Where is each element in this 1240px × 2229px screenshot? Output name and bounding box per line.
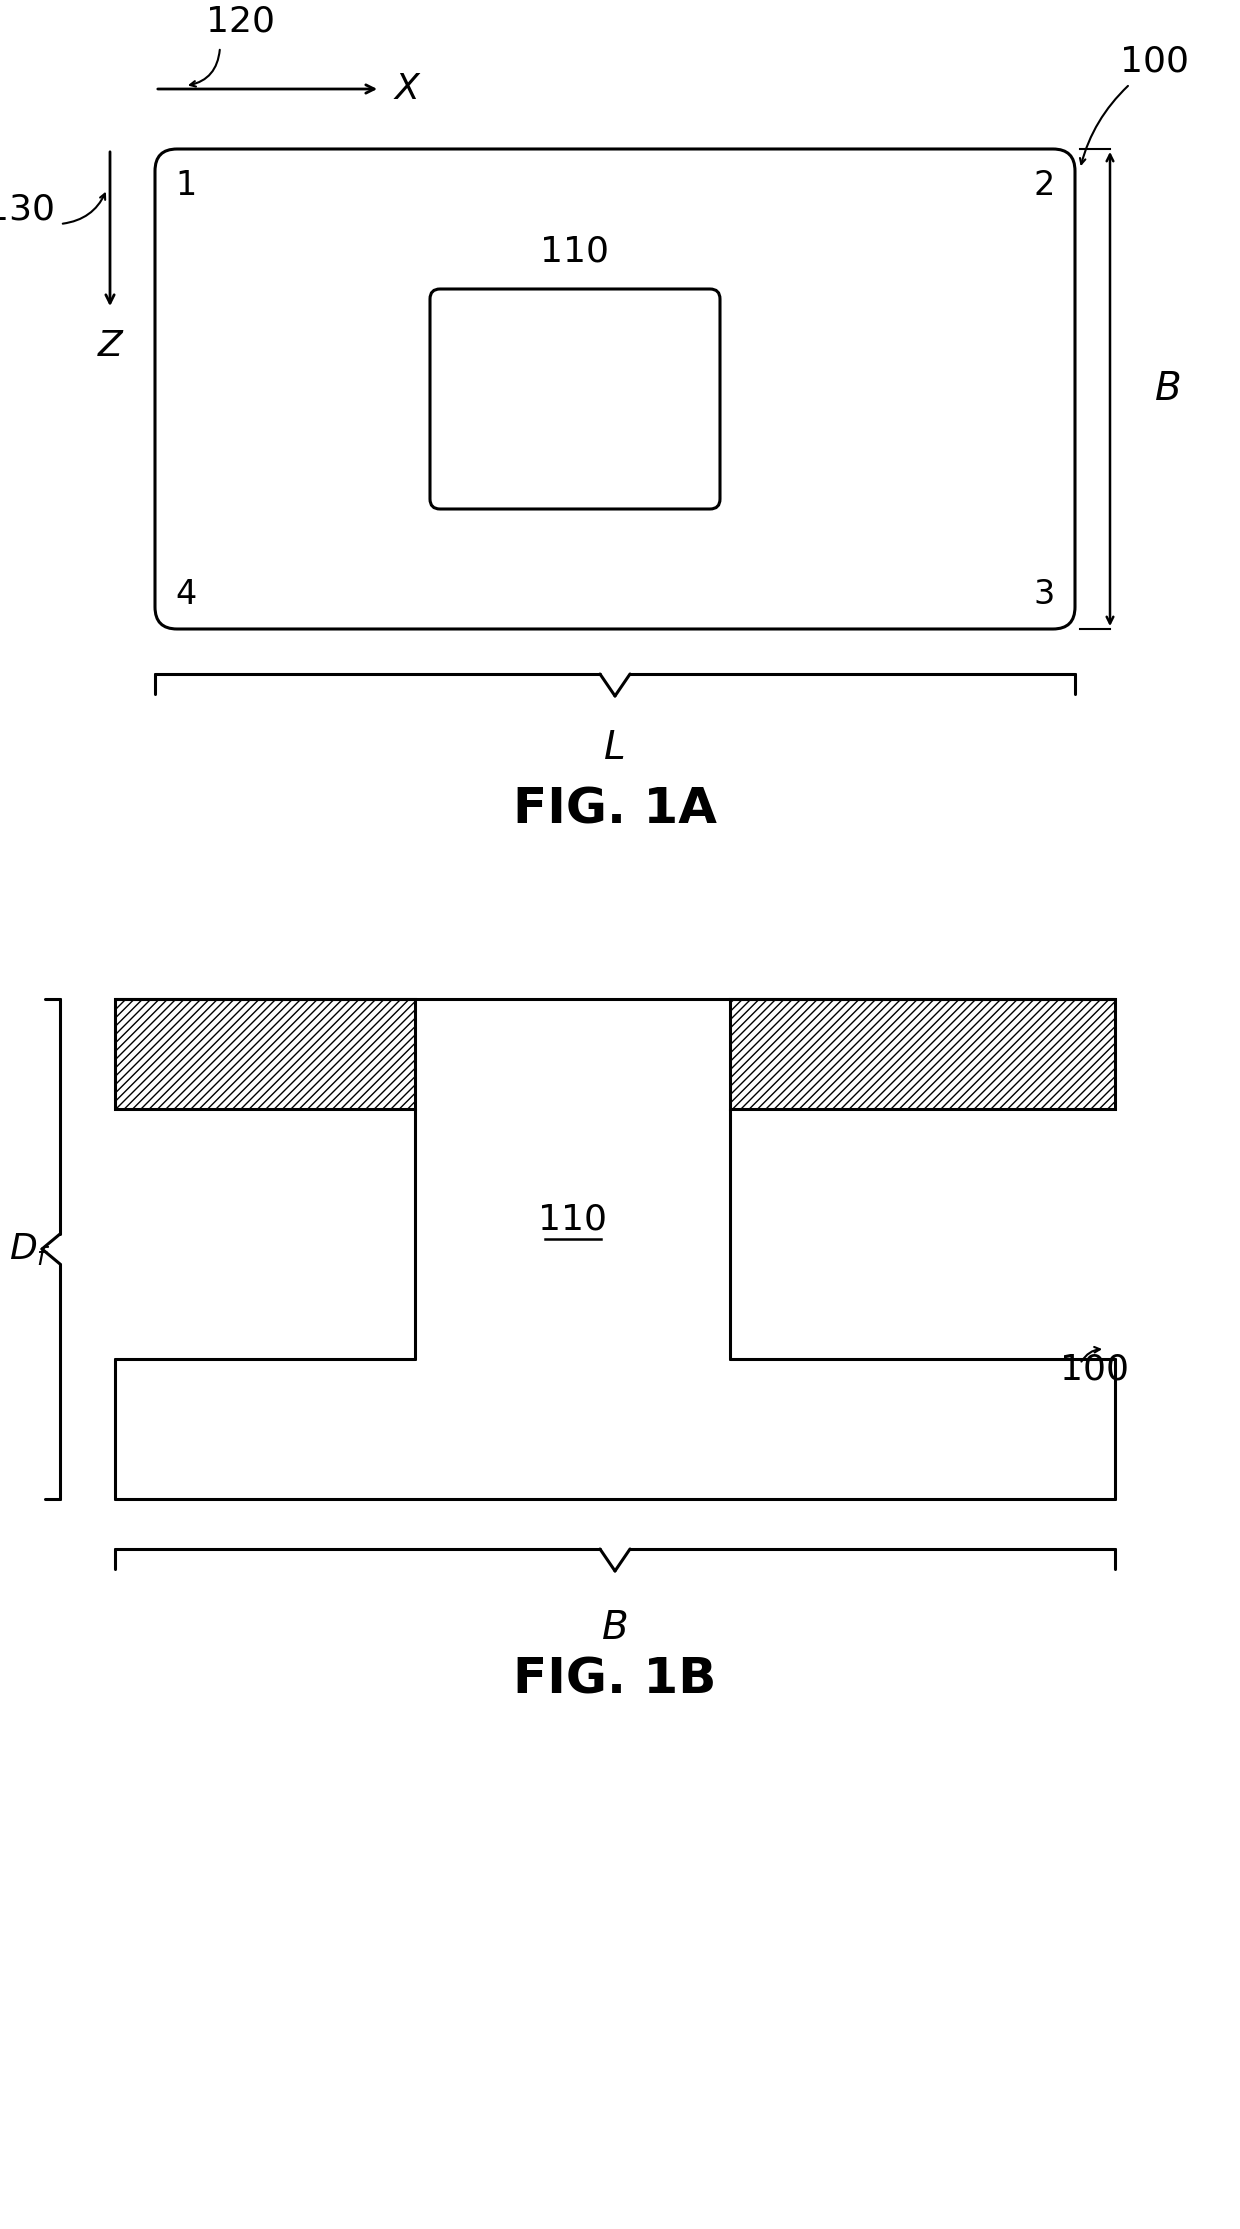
Text: L: L (604, 729, 626, 767)
Text: 2: 2 (1034, 169, 1055, 203)
Text: X: X (396, 71, 420, 107)
Text: 3: 3 (1034, 577, 1055, 611)
Text: 1: 1 (175, 169, 196, 203)
Text: 4: 4 (175, 577, 196, 611)
Text: B: B (1154, 370, 1182, 408)
Text: 110: 110 (541, 234, 610, 270)
Text: Z: Z (98, 330, 123, 363)
Text: B: B (601, 1609, 629, 1647)
Bar (115, 999, 415, 1110)
Text: 100: 100 (1120, 45, 1189, 78)
Bar (115, 999, 415, 1110)
Text: 120: 120 (206, 4, 274, 38)
Text: 130: 130 (0, 192, 55, 225)
Text: FIG. 1A: FIG. 1A (513, 785, 717, 834)
Bar (730, 999, 1115, 1110)
Text: FIG. 1B: FIG. 1B (513, 1654, 717, 1703)
Text: 100: 100 (1060, 1353, 1128, 1386)
Bar (730, 999, 1115, 1110)
Text: $D_f$: $D_f$ (9, 1230, 51, 1266)
Text: 110: 110 (538, 1201, 608, 1237)
